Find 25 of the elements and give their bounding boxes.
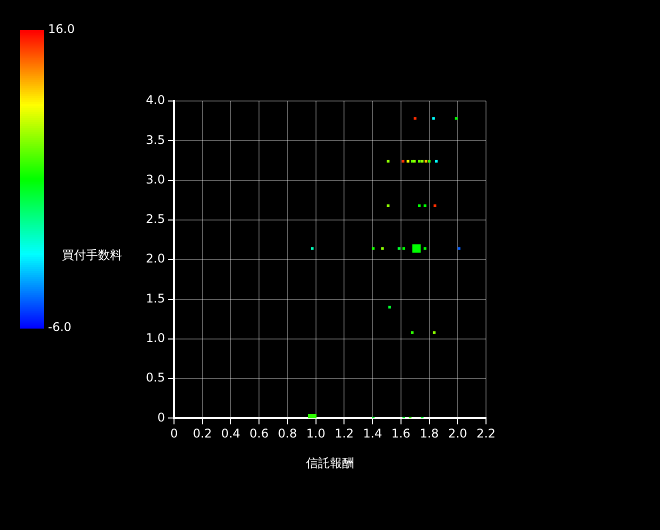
- x-tick-label: 0.2: [192, 426, 212, 441]
- x-tick-label: 2.2: [476, 426, 496, 441]
- y-tick-label: 0: [157, 410, 165, 424]
- x-tick-label: 1.8: [420, 426, 439, 441]
- x-tick-label: 1.6: [391, 426, 410, 441]
- y-tick-label: 3.0: [146, 172, 165, 186]
- color-bar-title: 買付手数料: [62, 248, 122, 262]
- color-bar-label: -6.0: [48, 320, 72, 334]
- x-tick-label: 0.4: [221, 426, 240, 441]
- y-tick-label: 3.5: [146, 132, 165, 147]
- y-tick-label: 2.0: [146, 252, 165, 266]
- x-tick-label: 0: [170, 426, 178, 441]
- y-tick-label: 0.5: [146, 370, 165, 385]
- x-tick-label: 1.4: [363, 426, 382, 441]
- color-bar-label: 16.0: [48, 22, 75, 36]
- x-tick-label: 2.0: [448, 426, 468, 441]
- y-tick-label: 2.5: [146, 212, 165, 226]
- x-tick-label: 0.6: [250, 426, 269, 441]
- x-tick-label: 1.2: [334, 426, 354, 441]
- y-tick-label: 1.5: [146, 291, 165, 306]
- x-tick-label: 0.8: [278, 426, 297, 441]
- y-tick-label: 4.0: [146, 93, 165, 108]
- x-tick-label: 1.0: [306, 426, 326, 441]
- x-axis-title: 信託報酬: [306, 456, 354, 470]
- y-tick-label: 1.0: [146, 331, 165, 346]
